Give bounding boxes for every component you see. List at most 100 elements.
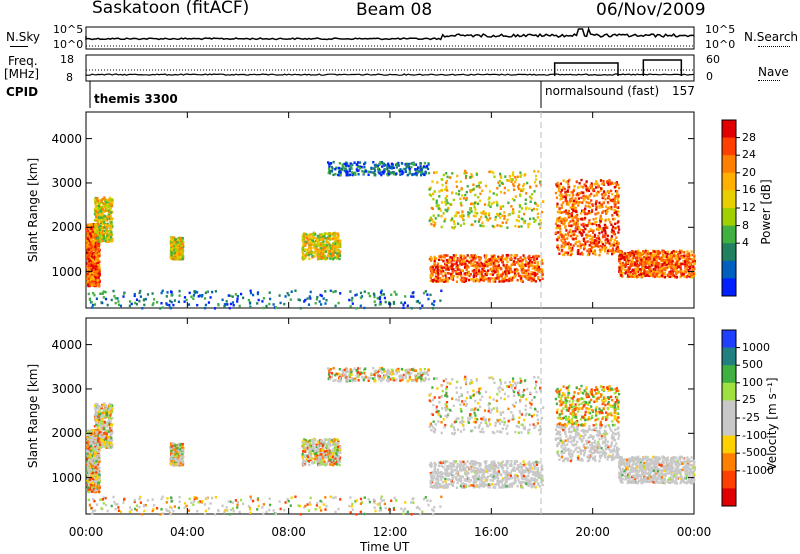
power-cell: [619, 264, 623, 267]
power-cell: [568, 194, 571, 197]
power-cell: [475, 268, 478, 272]
power-cell: [597, 226, 601, 229]
power-cell: [445, 172, 448, 175]
power-cell: [466, 254, 469, 257]
power-cell: [493, 254, 496, 257]
power-cell: [319, 238, 322, 241]
power-cell: [481, 189, 484, 192]
power-cell: [478, 256, 481, 259]
power-cell: [562, 245, 566, 249]
power-cell: [345, 164, 348, 168]
power-cell: [685, 258, 688, 261]
power-cell: [452, 254, 455, 257]
power-cell: [97, 204, 100, 208]
power-cell: [475, 173, 478, 176]
power-cell: [519, 175, 522, 178]
power-cell: [664, 252, 667, 256]
power-cell: [646, 250, 649, 253]
power-cell: [179, 250, 183, 254]
power-cell: [334, 235, 337, 239]
power-cell: [425, 164, 428, 168]
power-cell: [613, 202, 616, 205]
power-cell: [510, 180, 513, 183]
power-cell: [585, 180, 588, 183]
power-cell: [610, 230, 613, 234]
power-cell: [509, 271, 512, 274]
power-cell: [648, 265, 651, 268]
power-cell: [529, 217, 532, 221]
power-cell: [183, 300, 186, 303]
power-cell: [499, 212, 502, 216]
power-cell: [587, 210, 591, 213]
power-cell: [650, 269, 653, 273]
power-cell: [476, 256, 479, 259]
power-cell: [572, 230, 575, 233]
power-cell: [674, 275, 677, 279]
power-cell: [437, 280, 440, 283]
power-cell: [477, 184, 480, 188]
power-cell: [465, 197, 468, 200]
power-cell: [554, 222, 558, 225]
power-cell: [660, 259, 663, 262]
power-cell: [652, 255, 655, 259]
power-cell: [90, 223, 93, 226]
power-cell: [565, 212, 568, 215]
power-cell: [96, 209, 99, 212]
power-cell: [481, 221, 484, 225]
power-cell: [204, 303, 207, 307]
power-cell: [570, 224, 573, 227]
power-cell: [113, 294, 116, 298]
power-cell: [688, 273, 691, 276]
power-cell: [373, 300, 376, 303]
power-cell: [110, 225, 113, 229]
power-cell: [536, 263, 539, 266]
power-cell: [536, 272, 539, 276]
power-cell: [653, 253, 656, 257]
power-cell: [173, 241, 176, 245]
power-cell: [379, 295, 382, 299]
power-cell: [324, 245, 327, 249]
power-cell: [496, 274, 499, 277]
power-cell: [307, 238, 310, 241]
power-cell: [628, 267, 631, 270]
power-cell: [505, 278, 508, 282]
power-cell: [538, 268, 541, 271]
power-cell: [486, 218, 489, 222]
power-cell: [103, 215, 106, 218]
power-cell: [637, 259, 640, 262]
power-cell: [166, 291, 169, 294]
power-cell: [649, 257, 652, 261]
power-cell: [461, 194, 464, 197]
power-cell: [586, 249, 589, 253]
power-cell: [601, 205, 604, 209]
power-cell: [284, 295, 287, 298]
power-cell: [625, 271, 628, 274]
power-cell: [427, 297, 430, 301]
power-cell: [464, 256, 467, 259]
power-cell: [494, 261, 497, 264]
power-cell: [322, 257, 325, 260]
power-cell: [376, 164, 379, 168]
power-cell: [594, 202, 597, 206]
power-cell: [525, 192, 528, 195]
power-cell: [652, 274, 655, 278]
power-cell: [492, 271, 495, 274]
power-cell: [499, 266, 502, 270]
power-cell: [172, 303, 175, 307]
power-cell: [520, 265, 523, 268]
power-cell: [96, 231, 99, 234]
power-cell: [97, 257, 100, 260]
power-cell: [110, 218, 113, 221]
power-cell: [105, 231, 108, 234]
power-cell: [679, 251, 682, 254]
power-cell: [458, 271, 461, 275]
power-cell: [575, 240, 578, 244]
power-cell: [652, 263, 655, 267]
power-cell: [330, 247, 334, 251]
power-cell: [605, 212, 608, 216]
power-cell: [354, 171, 357, 174]
power-cell: [634, 271, 637, 275]
power-cell: [593, 251, 596, 254]
power-cell: [402, 171, 405, 174]
power-cell: [98, 254, 101, 257]
